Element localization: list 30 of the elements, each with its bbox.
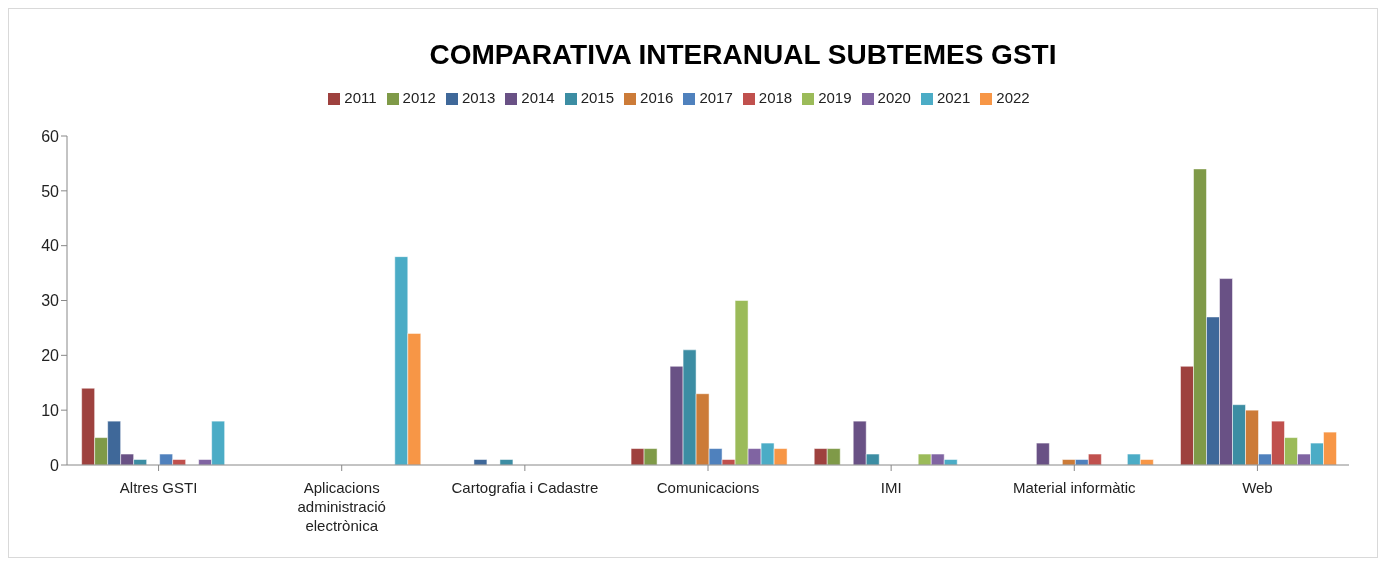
x-tick-label: IMI xyxy=(880,479,902,496)
x-tick-label: Material informàtic xyxy=(1013,479,1137,496)
legend-label: 2013 xyxy=(461,89,496,106)
legend-label: 2020 xyxy=(877,89,911,106)
legend-label: 2012 xyxy=(402,89,436,106)
x-tick-label: Comunicacions xyxy=(656,479,760,496)
y-tick-label: 60 xyxy=(41,127,60,145)
legend-label: 2019 xyxy=(818,89,852,106)
y-tick-label: 50 xyxy=(41,182,60,200)
legend-label: 2021 xyxy=(936,89,971,106)
legend-label: 2022 xyxy=(996,89,1030,106)
y-tick-label: 40 xyxy=(41,237,60,255)
y-tick-label: 20 xyxy=(41,347,60,365)
legend-label: 2018 xyxy=(758,89,793,106)
legend-label: 2011 xyxy=(344,89,377,106)
bar xyxy=(1035,442,1050,465)
legend-label: 2016 xyxy=(640,89,674,106)
legend-label: 2015 xyxy=(580,89,615,106)
bar xyxy=(473,459,488,465)
y-tick-label: 10 xyxy=(41,401,60,419)
legend-label: 2017 xyxy=(699,89,733,106)
x-tick-label: Web xyxy=(1242,479,1273,496)
x-tick-label: Altres GSTI xyxy=(119,479,198,496)
x-tick-label: Aplicacions administració electrònica xyxy=(297,479,386,534)
legend-label: 2014 xyxy=(521,89,555,106)
y-tick-label: 0 xyxy=(50,456,60,474)
chart-title: COMPARATIVA INTERANUAL SUBTEMES GSTI xyxy=(428,38,1058,72)
x-tick-label: Cartografia i Cadastre xyxy=(451,479,599,496)
bar xyxy=(499,459,514,465)
y-tick-label: 30 xyxy=(41,292,60,310)
